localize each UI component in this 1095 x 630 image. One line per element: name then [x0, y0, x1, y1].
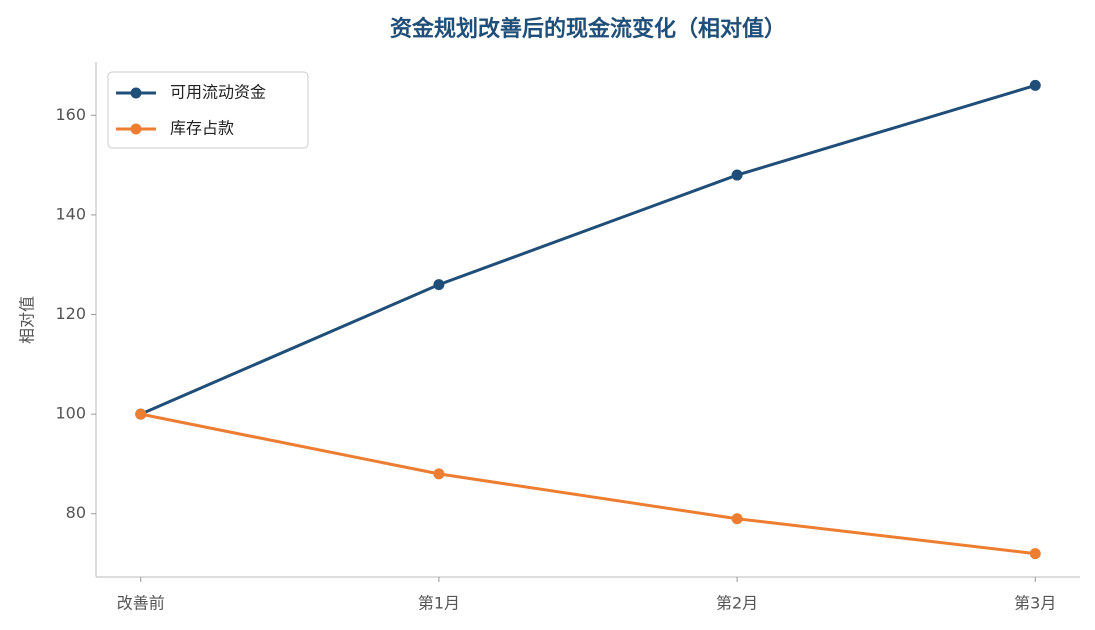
y-tick-label: 100 [55, 404, 86, 423]
point [1029, 548, 1041, 560]
x-tick-label: 改善前 [117, 594, 165, 613]
point [433, 279, 445, 291]
chart-title: 资金规划改善后的现金流变化（相对值） [390, 16, 786, 42]
point [433, 468, 445, 480]
x-tick-label: 第3月 [1014, 594, 1056, 613]
point [731, 513, 743, 525]
y-tick-label: 160 [55, 105, 86, 124]
point [731, 169, 743, 181]
legend-box [107, 71, 309, 149]
legend-label: 可用流动资金 [170, 83, 266, 102]
point [135, 408, 147, 420]
legend-marker [130, 87, 142, 99]
y-tick-label: 140 [55, 204, 86, 223]
x-tick-label: 第2月 [716, 594, 758, 613]
legend-marker [130, 123, 142, 135]
legend-label: 库存占款 [170, 119, 234, 138]
series-line [140, 412, 1036, 556]
y-axis-label: 相对值 [18, 296, 37, 344]
series-line [140, 83, 1036, 416]
point [1029, 79, 1041, 91]
y-tick-label: 120 [55, 304, 86, 323]
x-tick-label: 第1月 [418, 594, 460, 613]
y-tick-label: 80 [66, 503, 86, 522]
